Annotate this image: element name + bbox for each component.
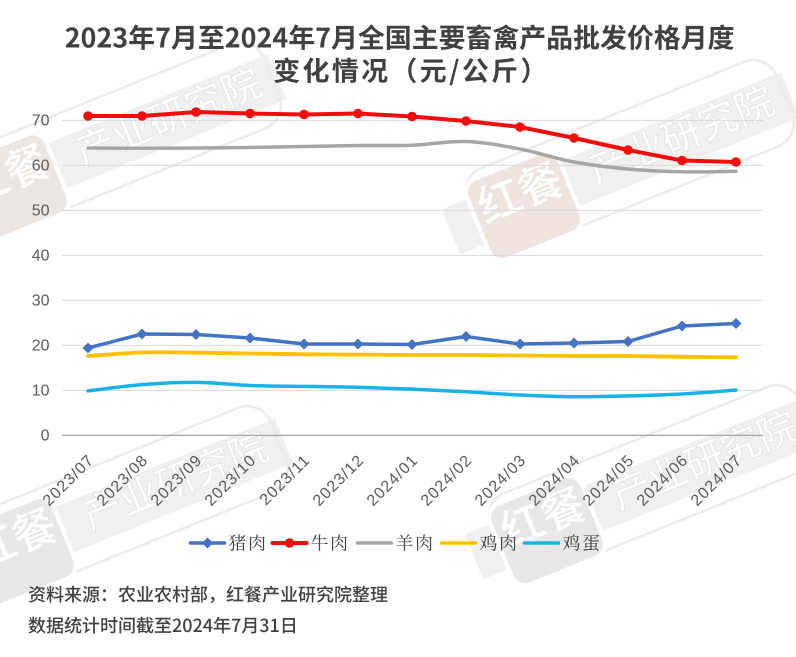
svg-text:40: 40 bbox=[32, 248, 50, 265]
svg-text:2024/02: 2024/02 bbox=[418, 452, 476, 510]
svg-text:30: 30 bbox=[32, 293, 50, 310]
svg-text:60: 60 bbox=[32, 158, 50, 175]
svg-text:2023/12: 2023/12 bbox=[310, 452, 368, 510]
svg-text:0: 0 bbox=[41, 428, 50, 445]
svg-text:50: 50 bbox=[32, 203, 50, 220]
svg-text:70: 70 bbox=[32, 113, 50, 130]
svg-text:10: 10 bbox=[32, 383, 50, 400]
svg-text:2024/01: 2024/01 bbox=[364, 452, 422, 510]
svg-text:20: 20 bbox=[32, 338, 50, 355]
